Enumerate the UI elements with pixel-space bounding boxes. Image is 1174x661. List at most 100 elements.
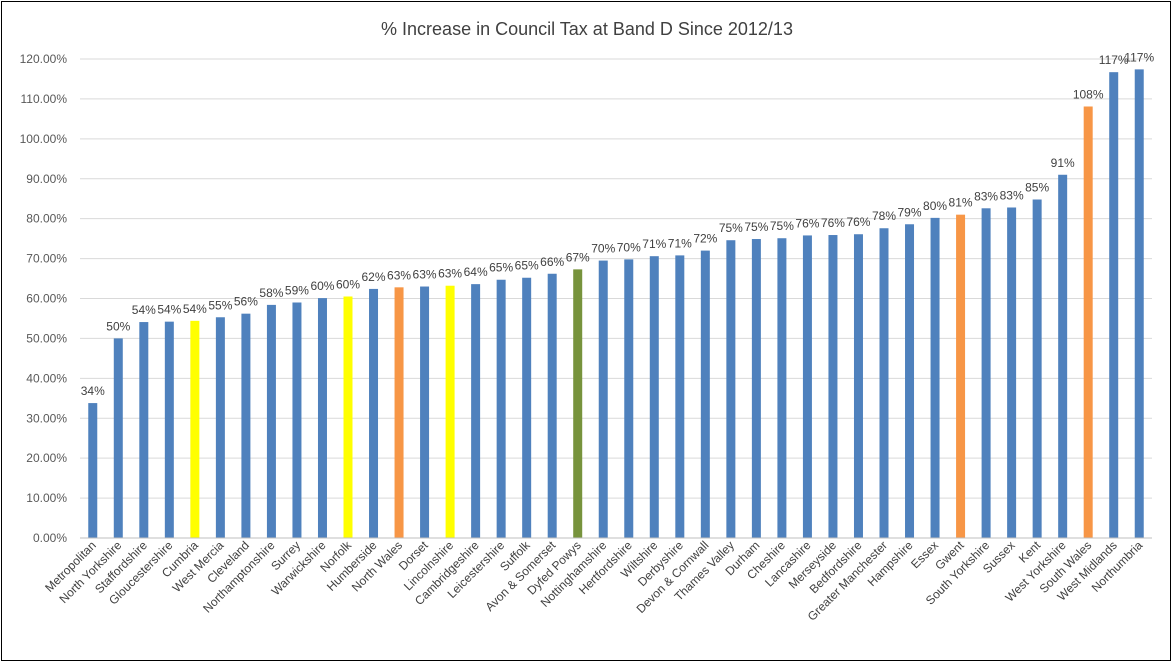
data-label: 62% [362, 270, 386, 284]
data-label: 75% [744, 220, 768, 234]
data-label: 60% [336, 278, 360, 292]
data-label: 75% [719, 221, 743, 235]
bar [369, 288, 379, 538]
bar [445, 285, 455, 538]
bar [113, 338, 123, 538]
bar [266, 304, 276, 538]
bar [241, 313, 251, 538]
data-label: 54% [157, 303, 181, 317]
data-label: 65% [515, 259, 539, 273]
bar [190, 320, 200, 538]
gridlines [80, 58, 1152, 499]
y-tick-label: 90.00% [26, 172, 67, 186]
bar [649, 256, 659, 538]
y-tick-label: 80.00% [26, 212, 67, 226]
bar [420, 286, 430, 538]
data-label: 117% [1099, 53, 1129, 67]
y-tick-label: 50.00% [26, 331, 67, 345]
bar [598, 260, 608, 538]
data-label: 71% [668, 236, 692, 250]
bar [956, 214, 966, 539]
y-tick-label: 110.00% [21, 92, 68, 106]
y-tick-label: 60.00% [26, 292, 67, 306]
y-axis-ticks: 0.00% 10.00% 20.00% 30.00% 40.00% 50.00% 60.00… [20, 52, 68, 545]
data-label: 58% [259, 286, 283, 300]
bars [88, 69, 1144, 539]
y-tick-label: 120.00% [20, 52, 68, 66]
bar-chart: 0.00% 10.00% 20.00% 30.00% 40.00% 50.00% 60.00… [20, 50, 1155, 624]
bar [1109, 72, 1119, 539]
y-tick-label: 70.00% [26, 252, 67, 266]
bar [573, 269, 583, 538]
y-tick-label: 20.00% [26, 451, 67, 465]
data-label: 70% [591, 242, 615, 256]
data-label: 50% [106, 319, 130, 333]
data-label: 54% [183, 302, 207, 316]
data-label: 81% [949, 196, 973, 210]
bar [343, 296, 353, 538]
bar [88, 403, 98, 538]
chart-title: % Increase in Council Tax at Band D Sinc… [381, 19, 793, 39]
bar [1032, 199, 1042, 539]
bar [1058, 174, 1068, 538]
y-tick-label: 0.00% [33, 531, 67, 545]
bar [394, 287, 404, 538]
bar [317, 298, 327, 538]
data-labels: 34%50%54% 54% 54% 55% 56%58% 59% 60% 60%62% 63% 6… [81, 50, 1155, 398]
data-label: 64% [464, 265, 488, 279]
y-tick-label: 100.00% [20, 132, 68, 146]
bar [1007, 207, 1017, 539]
data-label: 75% [770, 219, 794, 233]
bar [905, 224, 915, 538]
bar [675, 255, 685, 538]
data-label: 108% [1073, 88, 1104, 102]
data-label: 83% [1000, 188, 1024, 202]
data-label: 66% [540, 255, 564, 269]
bar [828, 235, 838, 538]
data-label: 34% [81, 384, 105, 398]
data-label: 76% [795, 216, 819, 230]
data-label: 70% [617, 240, 641, 254]
data-label: 117% [1124, 50, 1154, 64]
bar [292, 302, 302, 538]
bar [522, 277, 532, 538]
data-label: 78% [872, 209, 896, 223]
bar [853, 234, 863, 538]
data-label: 63% [413, 268, 437, 282]
data-label: 63% [438, 267, 462, 281]
y-tick-label: 30.00% [26, 411, 67, 425]
bar [139, 322, 149, 538]
data-label: 59% [285, 283, 309, 297]
data-label: 76% [846, 215, 870, 229]
data-label: 83% [974, 189, 998, 203]
data-label: 85% [1025, 181, 1049, 195]
data-label: 65% [489, 261, 513, 275]
data-label: 79% [898, 205, 922, 219]
data-label: 67% [566, 250, 590, 264]
bar [624, 259, 634, 538]
bar [802, 235, 812, 538]
bar [1083, 106, 1093, 539]
bar [777, 238, 787, 538]
y-tick-label: 10.00% [26, 491, 67, 505]
bar [215, 317, 225, 538]
data-label: 71% [642, 237, 666, 251]
data-label: 60% [310, 279, 334, 293]
data-label: 80% [923, 199, 947, 213]
bar [547, 273, 557, 538]
bar [981, 208, 991, 538]
data-label: 63% [387, 268, 411, 282]
data-label: 76% [821, 216, 845, 230]
data-label: 91% [1051, 156, 1075, 170]
bar [700, 250, 710, 538]
bar [496, 279, 506, 538]
bar [930, 217, 940, 538]
data-label: 56% [234, 295, 258, 309]
data-label: 54% [132, 303, 156, 317]
data-label: 72% [693, 232, 717, 246]
bar [471, 284, 481, 538]
bar [751, 239, 761, 538]
bar [879, 228, 889, 538]
y-tick-label: 40.00% [26, 371, 67, 385]
